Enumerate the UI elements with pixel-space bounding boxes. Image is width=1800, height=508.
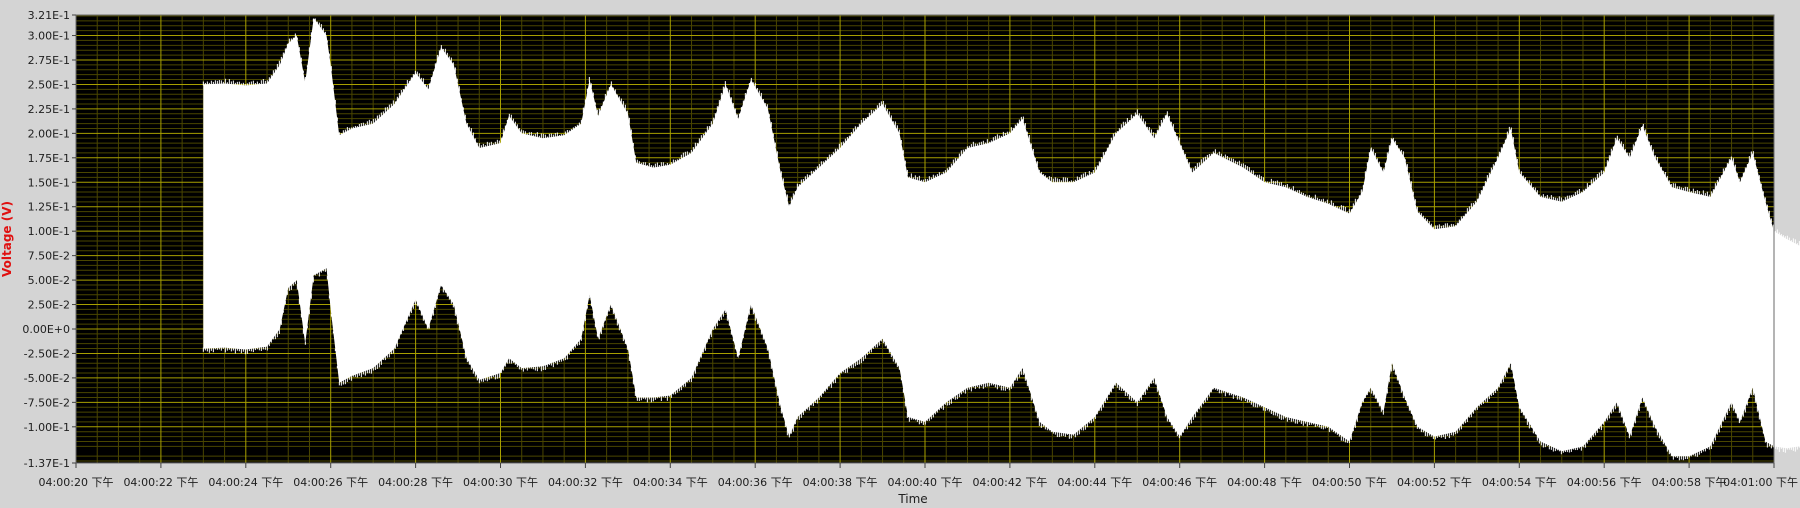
x-axis-label: Time bbox=[897, 492, 927, 504]
x-tick-label: 04:00:36 下午 bbox=[718, 476, 793, 489]
y-tick-label: -1.37E-1 bbox=[24, 457, 70, 470]
x-tick-label: 04:00:54 下午 bbox=[1482, 476, 1557, 489]
y-tick-label: 2.00E-1 bbox=[28, 127, 70, 140]
x-tick-label: 04:00:46 下午 bbox=[1142, 476, 1217, 489]
y-tick-label: -2.50E-2 bbox=[24, 347, 70, 360]
y-tick-label: 0.00E+0 bbox=[22, 323, 70, 336]
x-tick-label: 04:00:20 下午 bbox=[39, 476, 114, 489]
signal-envelope bbox=[203, 17, 1800, 457]
x-tick-label: 04:01:00 下午 bbox=[1723, 476, 1798, 489]
x-tick-label: 04:00:40 下午 bbox=[888, 476, 963, 489]
y-tick-label: -7.50E-2 bbox=[24, 396, 70, 409]
x-tick-label: 04:00:30 下午 bbox=[463, 476, 538, 489]
x-tick-label: 04:00:52 下午 bbox=[1397, 476, 1472, 489]
x-tick-label: 04:00:44 下午 bbox=[1057, 476, 1132, 489]
x-tick-label: 04:00:48 下午 bbox=[1227, 476, 1302, 489]
y-tick-label: -1.00E-1 bbox=[24, 421, 70, 434]
x-tick-label: 04:00:22 下午 bbox=[123, 476, 198, 489]
x-tick-label: 04:00:58 下午 bbox=[1652, 476, 1727, 489]
y-tick-label: 1.50E-1 bbox=[28, 176, 70, 189]
y-tick-label: 2.25E-1 bbox=[28, 103, 70, 116]
x-tick-label: 04:00:42 下午 bbox=[972, 476, 1047, 489]
signal-jitter bbox=[202, 18, 1800, 461]
x-tick-label: 04:00:34 下午 bbox=[633, 476, 708, 489]
x-tick-label: 04:00:24 下午 bbox=[208, 476, 283, 489]
y-tick-label: 1.00E-1 bbox=[28, 225, 70, 238]
x-tick-label: 04:00:28 下午 bbox=[378, 476, 453, 489]
y-axis-label: Voltage (V) bbox=[0, 201, 14, 277]
y-tick-label: 3.21E-1 bbox=[28, 9, 70, 22]
x-tick-label: 04:00:56 下午 bbox=[1567, 476, 1642, 489]
y-tick-label: 7.50E-2 bbox=[28, 250, 70, 263]
y-tick-label: 2.75E-1 bbox=[28, 54, 70, 67]
x-axis-tick-labels: 04:00:20 下午 04:00:22 下午 04:00:24 下午 04:00:2… bbox=[39, 463, 1798, 489]
y-tick-label: 1.25E-1 bbox=[28, 201, 70, 214]
y-tick-label: -5.00E-2 bbox=[24, 372, 70, 385]
y-tick-label: 2.50E-2 bbox=[28, 299, 70, 312]
y-tick-label: 2.50E-1 bbox=[28, 78, 70, 91]
x-tick-label: 04:00:32 下午 bbox=[548, 476, 623, 489]
y-tick-label: 3.00E-1 bbox=[28, 30, 70, 43]
x-tick-label: 04:00:50 下午 bbox=[1312, 476, 1387, 489]
y-axis-tick-labels: 3.21E-1 3.00E-1 2.75E-1 2.50E-1 2.25E-1 2.00E… bbox=[22, 9, 76, 470]
y-tick-label: 1.75E-1 bbox=[28, 152, 70, 165]
y-tick-label: 5.00E-2 bbox=[28, 274, 70, 287]
x-tick-label: 04:00:26 下午 bbox=[293, 476, 368, 489]
x-tick-label: 04:00:38 下午 bbox=[803, 476, 878, 489]
